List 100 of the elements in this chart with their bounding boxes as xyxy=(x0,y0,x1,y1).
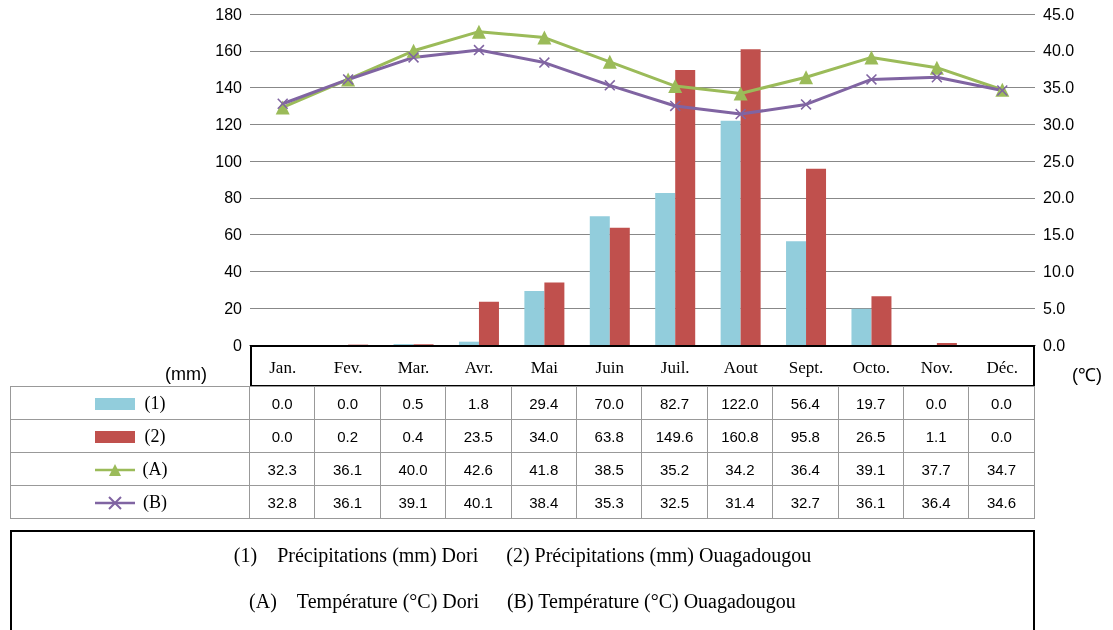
legend-label: (1) xyxy=(144,392,166,413)
text: (B) Température (°C) Ouagadougou xyxy=(506,590,796,612)
bar xyxy=(806,168,827,345)
data-label: 26.5 xyxy=(838,419,904,453)
x-tick-label: Juin xyxy=(595,358,625,377)
data-label: 36.1 xyxy=(838,485,904,519)
data-label: 0.4 xyxy=(380,419,446,453)
point xyxy=(277,98,289,110)
data-label: 23.5 xyxy=(445,419,512,453)
data-label: 0.0 xyxy=(249,386,315,420)
data-label: 0.0 xyxy=(249,419,315,453)
y2-axis-title: (℃) xyxy=(1072,364,1102,386)
point xyxy=(602,54,617,69)
y-tick-label: 80 xyxy=(224,189,243,207)
data-label: 40.0 xyxy=(380,452,446,486)
y-tick-label: 160 xyxy=(215,42,243,60)
x-tick-label: Mar. xyxy=(397,358,430,377)
bar xyxy=(655,192,676,345)
y-tick-label: 40 xyxy=(224,262,243,280)
y-tick-label: 20 xyxy=(224,299,243,317)
point xyxy=(864,50,879,65)
y2-tick-label: 45.0 xyxy=(1043,5,1075,23)
data-label: 0.0 xyxy=(903,386,969,420)
y2-tick-label: 20.0 xyxy=(1043,189,1075,207)
text: (A) Température (°C) Dori xyxy=(249,590,479,612)
data-label: 31.4 xyxy=(707,485,773,519)
data-label: 56.4 xyxy=(772,386,839,420)
point xyxy=(735,108,747,120)
y-tick-label: 0 xyxy=(233,336,243,354)
point xyxy=(473,44,485,56)
point xyxy=(538,57,550,69)
data-label: 0.5 xyxy=(380,386,446,420)
y-tick-label: 180 xyxy=(215,5,243,23)
data-label: 40.1 xyxy=(445,485,512,519)
bar xyxy=(478,301,499,345)
data-label: 38.5 xyxy=(576,452,642,486)
data-label: 34.0 xyxy=(511,419,577,453)
y2-tick-label: 10.0 xyxy=(1043,262,1075,280)
y2-tick-label: 15.0 xyxy=(1043,226,1075,244)
data-label: 63.8 xyxy=(576,419,642,453)
data-label: 82.7 xyxy=(641,386,708,420)
point xyxy=(733,86,748,101)
data-label: 42.6 xyxy=(445,452,512,486)
data-label: 0.0 xyxy=(968,386,1035,420)
data-label: 39.1 xyxy=(838,452,904,486)
point xyxy=(471,24,486,39)
data-label: 0.0 xyxy=(968,419,1035,453)
data-label: 39.1 xyxy=(380,485,446,519)
x-tick-label: Aout xyxy=(723,358,758,377)
bar xyxy=(871,296,892,345)
data-label: 41.8 xyxy=(511,452,577,486)
data-label: 36.4 xyxy=(772,452,839,486)
y2-tick-label: 30.0 xyxy=(1043,115,1075,133)
data-label: 1.1 xyxy=(903,419,969,453)
data-label: 36.1 xyxy=(314,452,381,486)
x-tick-label: Sept. xyxy=(788,358,824,377)
x-tick-label: Nov. xyxy=(920,358,954,377)
bar xyxy=(851,308,872,345)
x-tick-label: Mai xyxy=(530,358,559,377)
data-label: 34.2 xyxy=(707,452,773,486)
data-label: 38.4 xyxy=(511,485,577,519)
bar xyxy=(609,227,630,345)
data-label: 122.0 xyxy=(707,386,773,420)
x-tick-label: Juil. xyxy=(660,358,690,377)
data-label: 29.4 xyxy=(511,386,577,420)
bar xyxy=(675,69,696,345)
data-label: 32.7 xyxy=(772,485,839,519)
point xyxy=(668,79,683,94)
data-label: 36.4 xyxy=(903,485,969,519)
y2-tick-label: 25.0 xyxy=(1043,152,1075,170)
data-label: 35.2 xyxy=(641,452,708,486)
bar xyxy=(740,49,761,345)
legend-label: (A) xyxy=(142,458,168,479)
data-label: 35.3 xyxy=(576,485,642,519)
y-tick-label: 120 xyxy=(215,115,243,133)
data-label: 0.2 xyxy=(314,419,381,453)
data-label: 95.8 xyxy=(772,419,839,453)
text: (1) Précipitations (mm) Dori xyxy=(233,544,479,566)
y2-tick-label: 5.0 xyxy=(1043,299,1066,317)
bar xyxy=(936,342,957,345)
x-tick-label: Jan. xyxy=(269,358,297,377)
point xyxy=(799,70,814,85)
point xyxy=(537,30,552,45)
bar xyxy=(544,282,565,345)
x-tick-label: Octo. xyxy=(852,358,891,377)
bar xyxy=(524,290,545,345)
bar xyxy=(720,120,741,345)
data-label: 37.7 xyxy=(903,452,969,486)
data-label: 70.0 xyxy=(576,386,642,420)
data-label: 32.5 xyxy=(641,485,708,519)
y-tick-label: 140 xyxy=(215,79,243,97)
point xyxy=(800,98,812,110)
x-tick-label: Avr. xyxy=(464,358,494,377)
data-label: 19.7 xyxy=(838,386,904,420)
data-label: 32.3 xyxy=(249,452,315,486)
point xyxy=(408,51,420,63)
point xyxy=(865,73,877,85)
data-label: 149.6 xyxy=(641,419,708,453)
data-label: 1.8 xyxy=(445,386,512,420)
y2-tick-label: 35.0 xyxy=(1043,79,1075,97)
